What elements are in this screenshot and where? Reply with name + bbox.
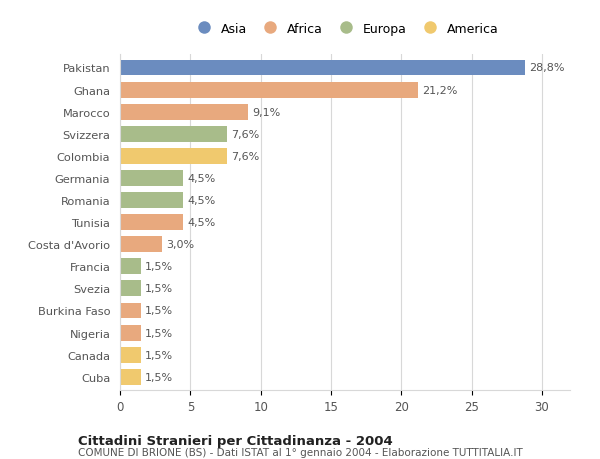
Text: 1,5%: 1,5%	[145, 372, 173, 382]
Text: COMUNE DI BRIONE (BS) - Dati ISTAT al 1° gennaio 2004 - Elaborazione TUTTITALIA.: COMUNE DI BRIONE (BS) - Dati ISTAT al 1°…	[78, 448, 523, 458]
Text: 7,6%: 7,6%	[231, 129, 259, 140]
Bar	[120, 61, 525, 76]
Text: 9,1%: 9,1%	[252, 107, 280, 118]
Bar	[120, 325, 141, 341]
Bar	[120, 127, 227, 142]
Text: 1,5%: 1,5%	[145, 350, 173, 360]
Bar	[120, 105, 248, 120]
Bar	[120, 149, 227, 164]
Bar	[120, 303, 141, 319]
Text: 1,5%: 1,5%	[145, 262, 173, 272]
Bar	[120, 237, 162, 252]
Text: 4,5%: 4,5%	[187, 218, 216, 228]
Text: 3,0%: 3,0%	[166, 240, 194, 250]
Bar	[120, 347, 141, 363]
Bar	[120, 193, 183, 208]
Text: 7,6%: 7,6%	[231, 151, 259, 162]
Text: 1,5%: 1,5%	[145, 284, 173, 294]
Bar	[120, 259, 141, 274]
Bar	[120, 83, 418, 98]
Text: Cittadini Stranieri per Cittadinanza - 2004: Cittadini Stranieri per Cittadinanza - 2…	[78, 434, 393, 447]
Bar	[120, 171, 183, 186]
Text: 28,8%: 28,8%	[529, 63, 565, 73]
Text: 4,5%: 4,5%	[187, 196, 216, 206]
Text: 1,5%: 1,5%	[145, 328, 173, 338]
Bar	[120, 281, 141, 297]
Text: 4,5%: 4,5%	[187, 174, 216, 184]
Legend: Asia, Africa, Europa, America: Asia, Africa, Europa, America	[186, 18, 504, 41]
Text: 1,5%: 1,5%	[145, 306, 173, 316]
Bar	[120, 369, 141, 385]
Bar	[120, 215, 183, 230]
Text: 21,2%: 21,2%	[422, 85, 458, 95]
